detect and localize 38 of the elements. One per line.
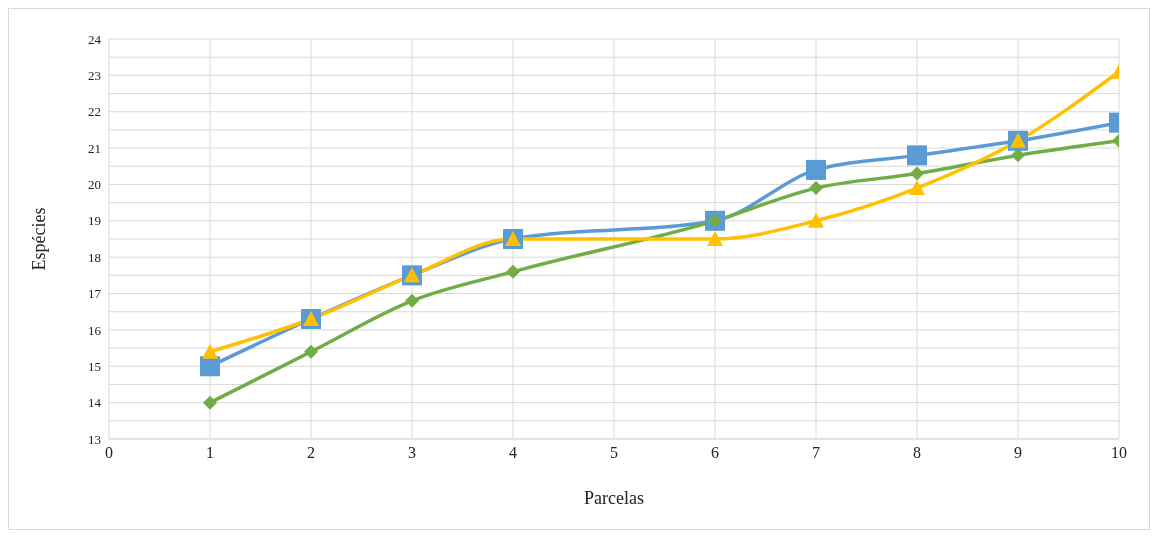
- point: [304, 344, 318, 359]
- point: [907, 145, 927, 166]
- point: [808, 212, 824, 228]
- x-tick-label: 0: [105, 444, 113, 462]
- x-tick-label: 7: [812, 444, 820, 462]
- point: [809, 181, 823, 196]
- x-tick-label: 2: [307, 444, 315, 462]
- y-tick-label: 23: [88, 67, 101, 83]
- x-tick-label: 10: [1111, 444, 1127, 462]
- point: [506, 264, 520, 279]
- x-tick-label: 5: [610, 444, 618, 462]
- point: [707, 231, 723, 246]
- point: [405, 293, 419, 308]
- y-tick-label: 19: [88, 213, 101, 229]
- point: [1011, 148, 1025, 163]
- y-tick-label: 21: [88, 140, 101, 156]
- y-tick-label: 16: [88, 322, 102, 338]
- y-axis-title: Espécies: [29, 207, 50, 271]
- point: [910, 166, 924, 181]
- point: [909, 180, 925, 196]
- x-tick-label: 3: [408, 444, 416, 462]
- point: [203, 395, 217, 410]
- y-tick-label: 13: [88, 431, 101, 447]
- point: [202, 343, 218, 359]
- y-tick-label: 18: [88, 249, 101, 265]
- x-tick-label: 6: [711, 444, 719, 462]
- x-tick-label: 4: [509, 444, 517, 462]
- x-tick-label: 1: [206, 444, 214, 462]
- x-tick-label: 9: [1014, 444, 1022, 462]
- x-axis-title: Parcelas: [584, 488, 644, 508]
- y-tick-label: 17: [88, 286, 102, 302]
- y-tick-label: 22: [88, 104, 101, 120]
- x-tick-label: 8: [913, 444, 921, 462]
- y-tick-label: 20: [88, 177, 101, 193]
- y-tick-label: 24: [88, 31, 102, 47]
- y-tick-label: 14: [88, 395, 102, 411]
- y-tick-label: 15: [88, 358, 101, 374]
- point: [806, 159, 826, 180]
